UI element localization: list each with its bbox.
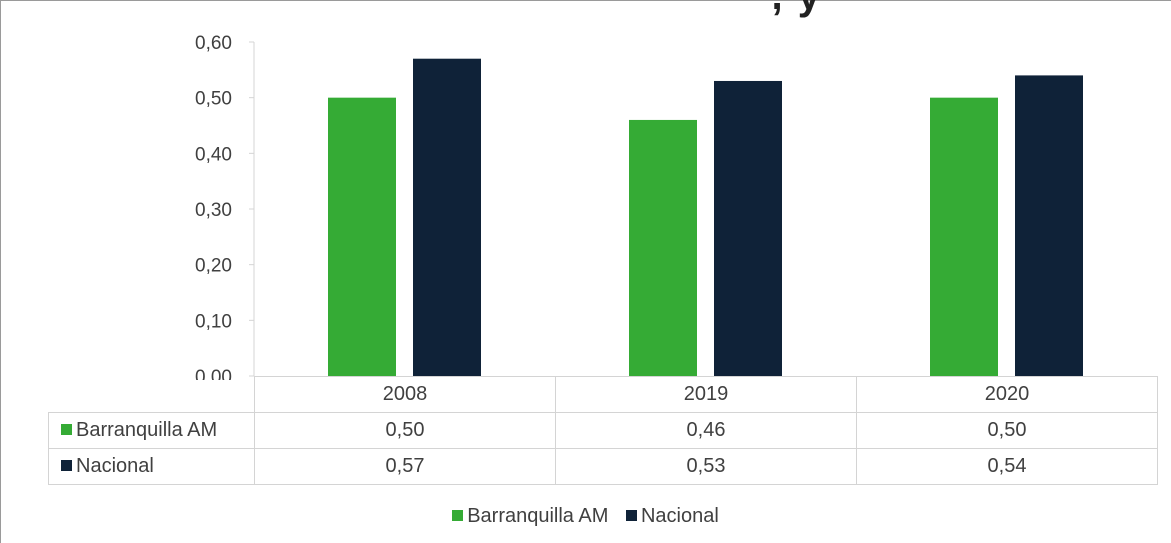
bar-barranquilla-2020: [930, 97, 998, 377]
legend-label: Barranquilla AM: [467, 505, 609, 527]
y-axis: 0,000,100,200,300,400,500,60: [195, 33, 255, 380]
swatch-barranquilla: [61, 424, 72, 435]
bar-barranquilla-2008: [328, 97, 396, 377]
legend-item-nacional: Nacional: [625, 505, 719, 528]
table-header-row: 2008 2019 2020: [48, 376, 1158, 413]
value-cell: 0,50: [856, 412, 1158, 449]
bar-nacional-2020: [1015, 75, 1083, 377]
bar-chart: 0,000,100,200,300,400,500,60: [195, 33, 1083, 380]
series-name-nacional: Nacional: [48, 448, 255, 485]
y-tick-label: 0,50: [195, 89, 232, 110]
table-corner: [48, 376, 255, 413]
legend-label: Nacional: [640, 505, 719, 527]
table-row: Nacional 0,57 0,53 0,54: [48, 448, 1158, 485]
value-cell: 0,53: [555, 448, 857, 485]
series-label: Barranquilla AM: [76, 419, 218, 441]
data-table: 2008 2019 2020 Barranquilla AM 0,50 0,46…: [48, 376, 1158, 485]
y-tick-label: 0,10: [195, 311, 232, 332]
series-name-barranquilla: Barranquilla AM: [48, 412, 255, 449]
value-cell: 0,46: [555, 412, 857, 449]
value-cell: 0,50: [254, 412, 556, 449]
category-label-2019: 2019: [555, 376, 857, 413]
bar-barranquilla-2019: [629, 119, 697, 376]
bars: [328, 58, 1083, 377]
value-cell: 0,54: [856, 448, 1158, 485]
value-cell: 0,57: [254, 448, 556, 485]
legend-swatch-nacional: [625, 510, 637, 521]
series-label: Nacional: [76, 455, 154, 477]
y-tick-label: 0,20: [195, 256, 232, 277]
legend-swatch-barranquilla: [452, 510, 464, 521]
table-row: Barranquilla AM 0,50 0,46 0,50: [48, 412, 1158, 449]
y-tick-label: 0,40: [195, 144, 232, 165]
category-label-2020: 2020: [856, 376, 1158, 413]
category-label-2008: 2008: [254, 376, 556, 413]
legend: Barranquilla AM Nacional: [0, 505, 1171, 528]
bar-nacional-2019: [714, 80, 782, 376]
legend-item-barranquilla: Barranquilla AM: [452, 505, 608, 528]
chart-title-fragment: ', y: [760, 0, 822, 19]
y-tick-label: 0,60: [195, 33, 232, 54]
bar-nacional-2008: [413, 58, 481, 376]
y-tick-label: 0,30: [195, 200, 232, 221]
swatch-nacional: [61, 460, 72, 471]
